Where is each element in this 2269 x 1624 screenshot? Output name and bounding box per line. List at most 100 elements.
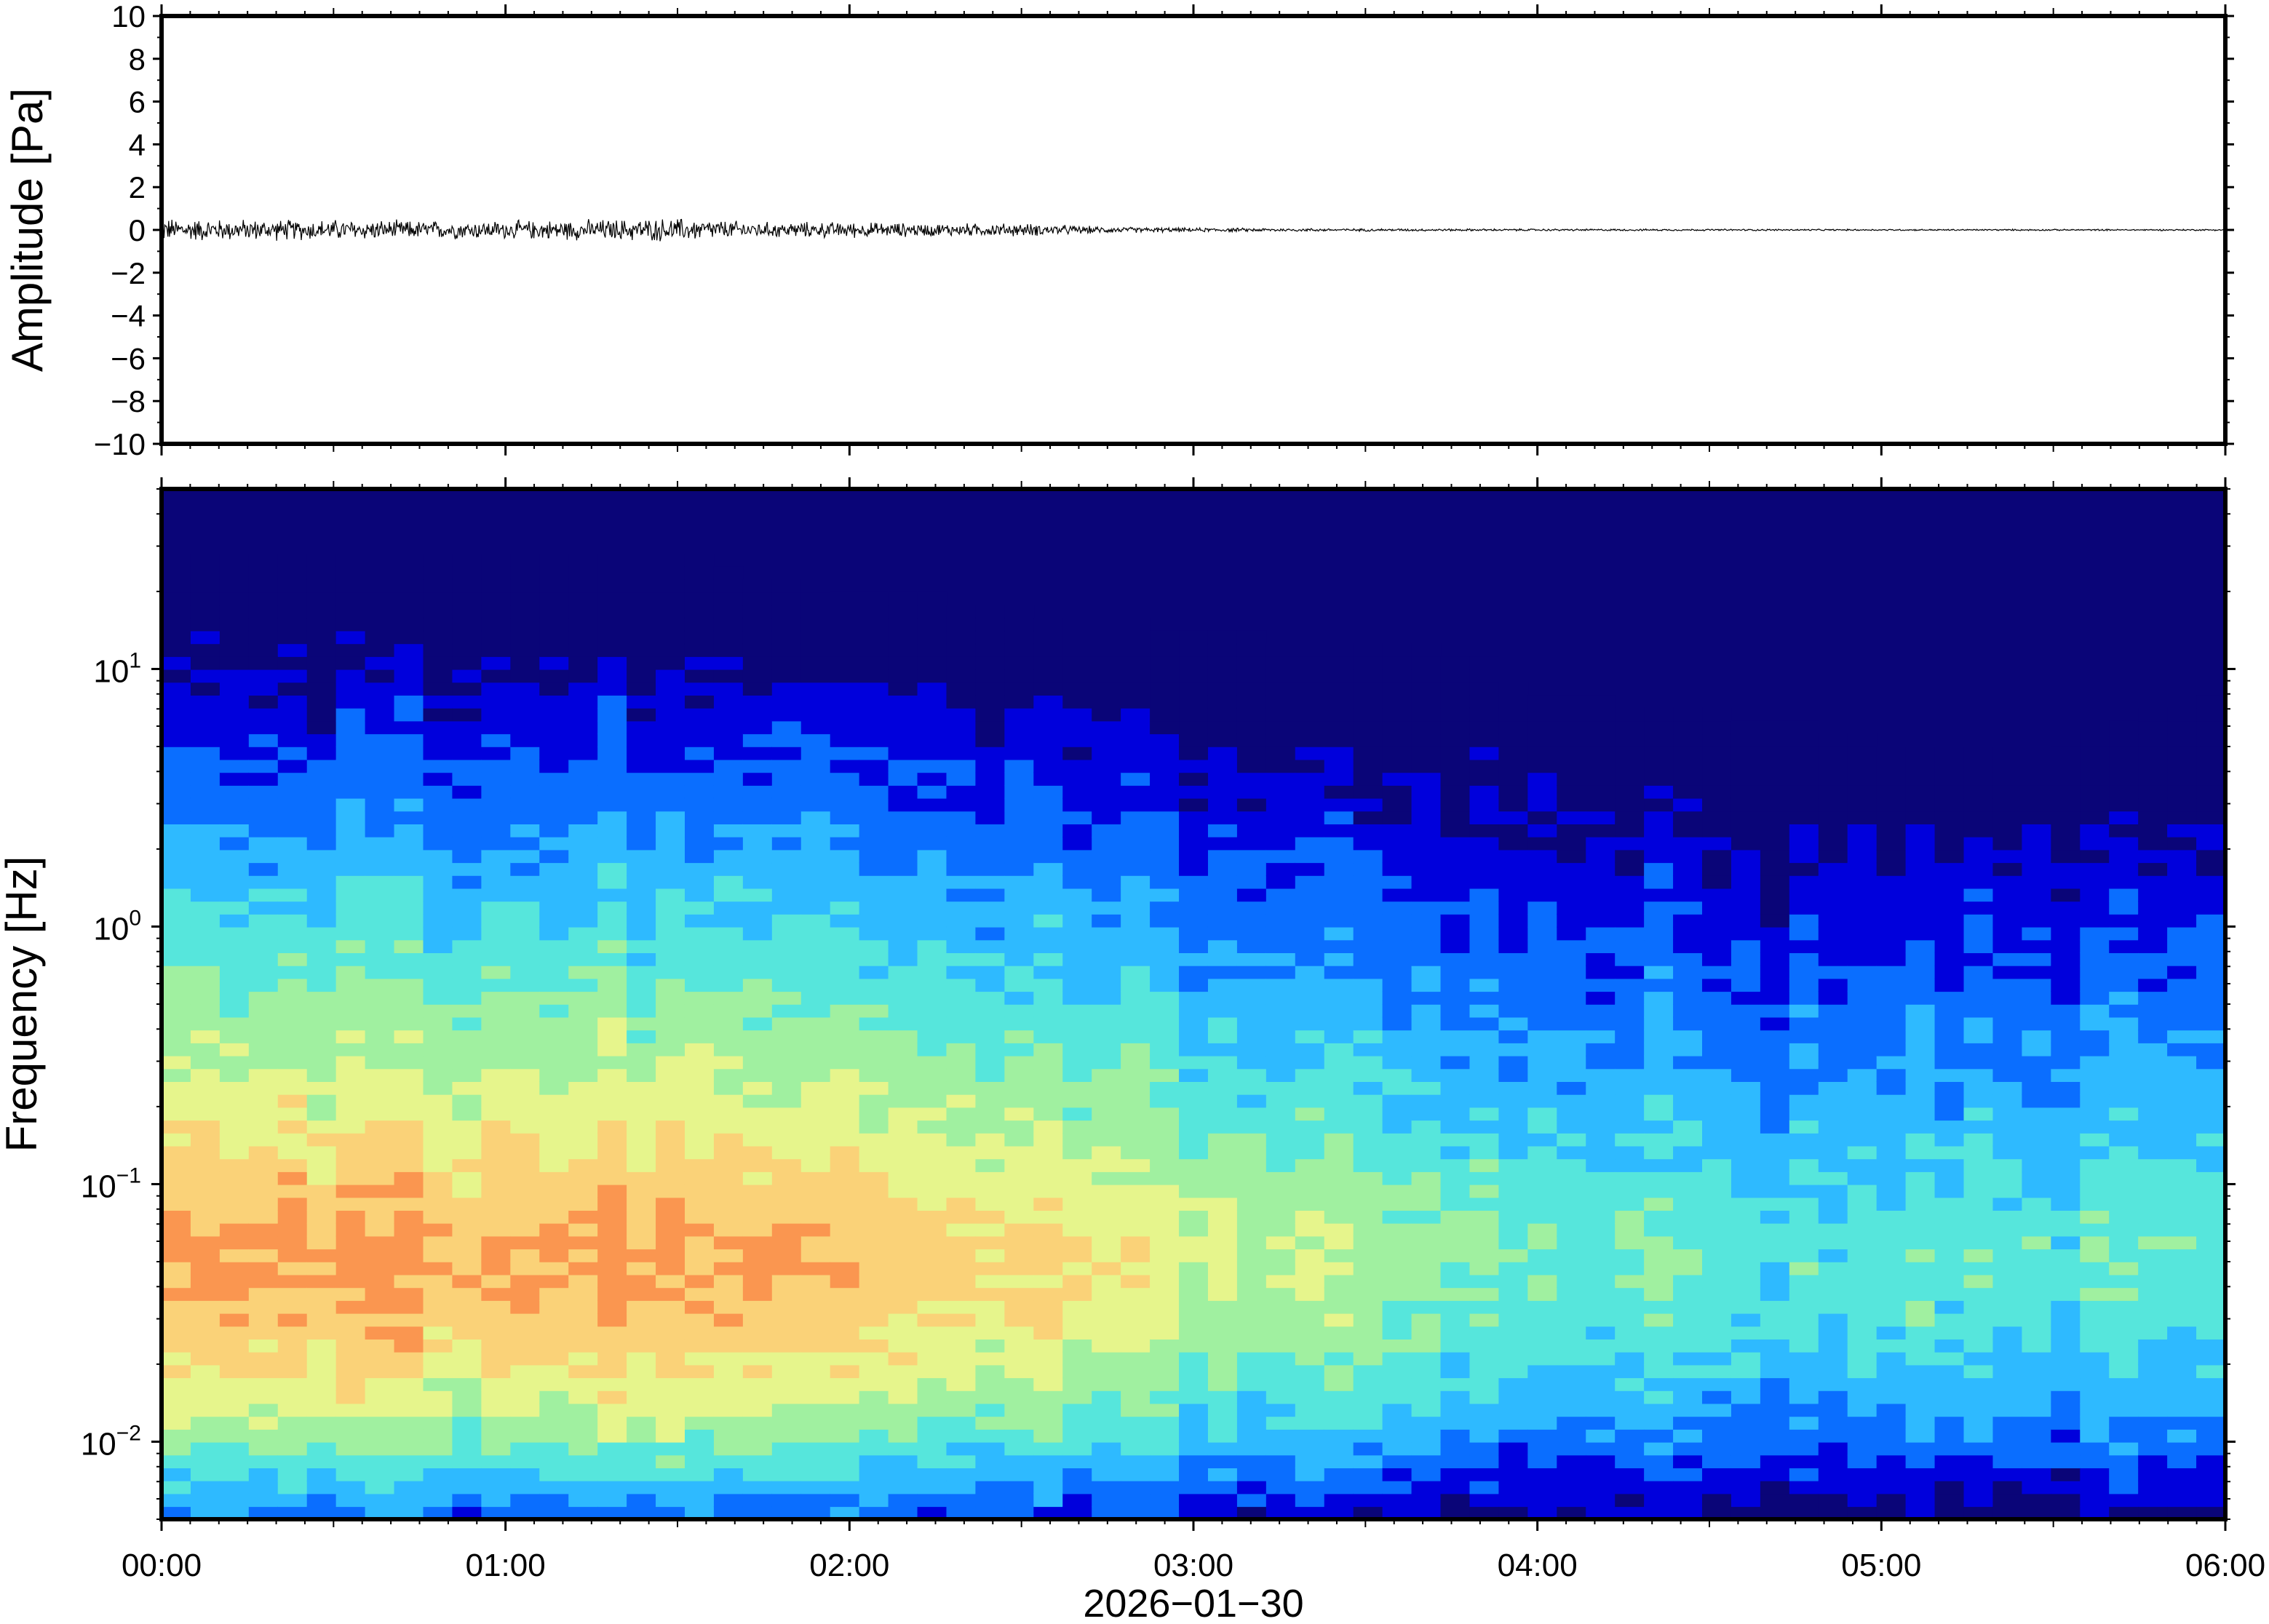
spectrogram-cell bbox=[1236, 656, 1267, 670]
spectrogram-cell bbox=[1992, 1133, 2023, 1147]
spectrogram-cell bbox=[859, 772, 889, 786]
spectrogram-cell bbox=[2080, 1145, 2110, 1160]
spectrogram-cell bbox=[1382, 991, 1412, 1005]
spectrogram-cell bbox=[2051, 1145, 2081, 1160]
spectrogram-cell bbox=[2196, 1480, 2226, 1494]
spectrogram-cell bbox=[1760, 1364, 1790, 1379]
spectrogram-cell bbox=[946, 1429, 977, 1443]
spectrogram-cell bbox=[975, 1133, 1006, 1147]
spectrogram-cell bbox=[1527, 1081, 1558, 1095]
spectrogram-cell bbox=[335, 1339, 366, 1353]
spectrogram-cell bbox=[277, 578, 308, 593]
spectrogram-cell bbox=[713, 1158, 744, 1172]
spectrogram-cell bbox=[597, 720, 627, 735]
spectrogram-cell bbox=[2138, 1171, 2168, 1185]
spectrogram-cell bbox=[1440, 836, 1471, 851]
spectrogram-cell bbox=[859, 1429, 889, 1443]
spectrogram-cell bbox=[2167, 952, 2197, 966]
spectrogram-cell bbox=[1730, 978, 1761, 992]
spectrogram-cell bbox=[539, 1081, 570, 1095]
spectrogram-cell bbox=[800, 1094, 831, 1108]
spectrogram-cell bbox=[800, 1480, 831, 1494]
spectrogram-cell bbox=[568, 1222, 598, 1237]
spectrogram-cell bbox=[1586, 1197, 1616, 1211]
spectrogram-cell bbox=[1440, 707, 1471, 722]
spectrogram-cell bbox=[1557, 1300, 1587, 1314]
spectrogram-cell bbox=[917, 1493, 947, 1508]
spectrogram-cell bbox=[1992, 772, 2023, 786]
spectrogram-cell bbox=[859, 797, 889, 812]
spectrogram-cell bbox=[1092, 836, 1121, 851]
spectrogram-cell bbox=[1353, 707, 1383, 722]
spectrogram-cell bbox=[190, 1326, 220, 1340]
spectrogram-cell bbox=[742, 965, 773, 979]
spectrogram-cell bbox=[306, 643, 337, 657]
spectrogram-cell bbox=[1847, 1249, 1877, 1262]
spectrogram-cell bbox=[1673, 849, 1703, 864]
spectrogram-cell bbox=[1934, 1043, 1965, 1056]
spectrogram-cell bbox=[1121, 1377, 1151, 1391]
spectrogram-cell bbox=[1382, 797, 1412, 812]
spectrogram-cell bbox=[1615, 1403, 1645, 1417]
spectrogram-cell bbox=[1527, 1158, 1558, 1172]
spectrogram-cell bbox=[888, 1300, 918, 1314]
spectrogram-cell bbox=[830, 1351, 860, 1366]
spectrogram-cell bbox=[162, 965, 191, 979]
spectrogram-cell bbox=[1673, 747, 1703, 760]
spectrogram-cell bbox=[1469, 888, 1500, 902]
spectrogram-cell bbox=[1644, 747, 1674, 760]
spectrogram-cell bbox=[510, 1480, 541, 1494]
spectrogram-cell bbox=[1179, 1493, 1209, 1508]
spectrogram-cell bbox=[1062, 1416, 1092, 1430]
spectrogram-cell bbox=[394, 888, 424, 902]
spectrogram-cell bbox=[830, 1133, 860, 1147]
spectrogram-cell bbox=[2080, 1506, 2110, 1520]
spectrogram-cell bbox=[1295, 785, 1325, 799]
spectrogram-cell bbox=[1265, 643, 1296, 657]
spectrogram-cell bbox=[1963, 888, 1994, 902]
spectrogram-cell bbox=[1818, 1326, 1848, 1340]
spectrogram-cell bbox=[539, 965, 570, 979]
spectrogram-cell bbox=[568, 1171, 598, 1185]
spectrogram-cell bbox=[1847, 797, 1877, 812]
spectrogram-cell bbox=[1062, 1506, 1092, 1520]
spectrogram-cell bbox=[539, 939, 570, 953]
spectrogram-cell bbox=[190, 1313, 220, 1327]
spectrogram-cell bbox=[2196, 1377, 2226, 1391]
spectrogram-cell bbox=[1905, 1171, 1936, 1185]
spectrogram-cell bbox=[597, 553, 627, 567]
spectrogram-cell bbox=[2051, 1287, 2081, 1301]
spectrogram-cell bbox=[684, 1222, 715, 1237]
spectrogram-cell bbox=[162, 707, 191, 722]
spectrogram-cell bbox=[684, 1351, 715, 1366]
spectrogram-cell bbox=[2196, 707, 2226, 722]
spectrogram-cell bbox=[1730, 1300, 1761, 1314]
spectrogram-cell bbox=[917, 1377, 947, 1391]
spectrogram-cell bbox=[2196, 1043, 2226, 1056]
spectrogram-cell bbox=[1498, 695, 1529, 709]
spectrogram-cell bbox=[1644, 965, 1674, 979]
spectrogram-cell bbox=[219, 1197, 250, 1211]
spectrogram-cell bbox=[510, 965, 541, 979]
spectrogram-cell bbox=[1440, 862, 1471, 876]
spectrogram-cell bbox=[1818, 1094, 1848, 1108]
spectrogram-cell bbox=[1295, 1055, 1325, 1070]
spectrogram-cell bbox=[219, 1468, 250, 1481]
spectrogram-cell bbox=[946, 1351, 977, 1366]
spectrogram-cell bbox=[1179, 1300, 1209, 1314]
spectrogram-cell bbox=[1789, 1441, 1819, 1456]
spectrogram-cell bbox=[627, 952, 656, 966]
spectrogram-cell bbox=[1121, 1364, 1151, 1379]
spectrogram-cell bbox=[684, 592, 715, 606]
spectrogram-cell bbox=[1847, 1210, 1877, 1224]
spectrogram-cell bbox=[1150, 1158, 1180, 1172]
spectrogram-cell bbox=[2022, 875, 2052, 889]
spectrogram-cell bbox=[1092, 1403, 1121, 1417]
spectrogram-cell bbox=[1469, 1480, 1500, 1494]
spectrogram-cell bbox=[917, 1454, 947, 1468]
spectrogram-cell bbox=[1615, 1493, 1645, 1508]
spectrogram-cell bbox=[800, 1339, 831, 1353]
spectrogram-cell bbox=[306, 1441, 337, 1456]
spectrogram-cell bbox=[1527, 1145, 1558, 1160]
spectrogram-cell bbox=[1469, 991, 1500, 1005]
